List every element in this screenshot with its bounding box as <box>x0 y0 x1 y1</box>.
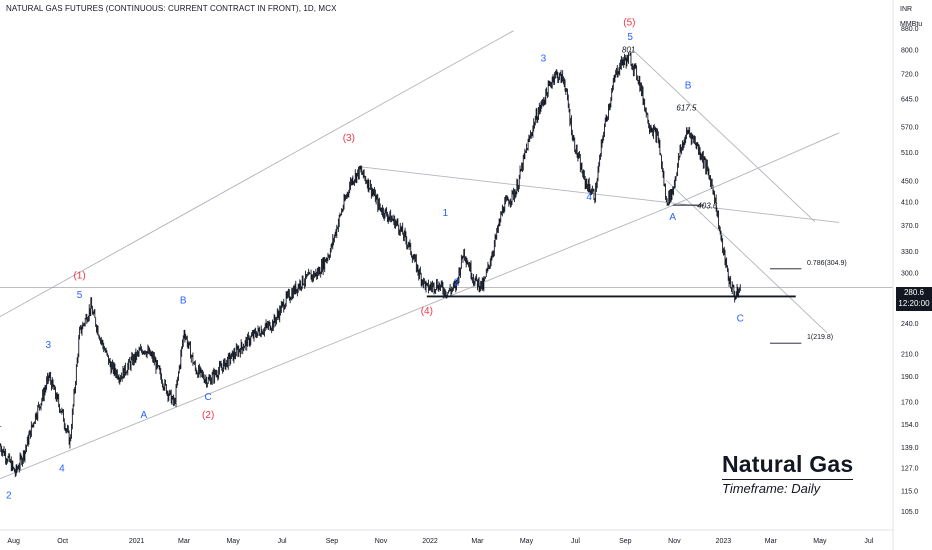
trendline <box>0 30 514 318</box>
y-tick-label: 115.0 <box>901 488 918 495</box>
price-axis[interactable]: INR MMBtu 105.0 115.0 127.0 139.0 154.0 170.0 19… <box>892 0 922 550</box>
y-tick-label: 645.0 <box>901 97 919 104</box>
y-tick-label: 880.0 <box>901 26 919 33</box>
y-tick-label: 800.0 <box>901 48 919 55</box>
x-tick-label: Mar <box>765 538 778 545</box>
wave-label: 4 <box>586 192 592 203</box>
y-tick-label: 410.0 <box>901 200 919 207</box>
y-tick-label: 300.0 <box>901 270 919 277</box>
y-tick-label: 170.0 <box>901 399 919 406</box>
bar-countdown: 12:20:00 <box>898 299 930 308</box>
x-tick-label: Sep <box>326 538 339 545</box>
last-price-tag: 280.6 12:20:00 <box>896 287 932 311</box>
wave-label: C <box>737 313 744 324</box>
wave-label-layer: 1 2 3 4 5 (1) A B C (2) (3) (4) 1 2 3 4 5 (5) A B C <box>0 18 744 502</box>
time-axis[interactable]: Aug Oct 2021 Mar May Jul Sep Nov 2022 Mar May Jul Se… <box>0 529 893 545</box>
y-tick-label: 240.0 <box>901 321 919 328</box>
y-tick-label: 154.0 <box>901 422 919 429</box>
x-tick-label: Jul <box>864 538 873 545</box>
price-annotation: 403.6 <box>697 201 718 210</box>
price-annotation: 617.5 <box>676 104 697 113</box>
x-tick-label: Sep <box>619 538 632 545</box>
unit-label: MMBtu <box>900 21 922 28</box>
wave-label: 5 <box>77 290 83 301</box>
price-annotation: 1(219.8) <box>807 334 833 341</box>
trendline <box>359 166 840 223</box>
y-tick-label: 720.0 <box>901 72 919 79</box>
currency-label: INR <box>900 6 912 13</box>
annotation-layer: 801 617.5 403.6 0.786(304.9) 1(219.8) <box>622 46 847 341</box>
trendline <box>672 132 840 206</box>
price-annotation: 0.786(304.9) <box>807 260 847 267</box>
brand-title: Natural Gas <box>722 451 854 477</box>
wave-label: B <box>685 80 692 91</box>
chart-title: NATURAL GAS FUTURES (CONTINUOUS: CURRENT… <box>6 4 337 13</box>
price-series <box>0 50 741 478</box>
x-tick-label: Mar <box>471 538 484 545</box>
wave-label: 2 <box>6 490 12 501</box>
brand-subtitle: Timeframe: Daily <box>722 479 854 496</box>
trendline <box>0 205 673 480</box>
x-tick-label: Oct <box>57 538 68 545</box>
wave-label: B <box>180 295 187 306</box>
wave-label: (3) <box>343 133 355 144</box>
x-tick-label: 2023 <box>716 538 732 545</box>
level-layer <box>0 204 893 344</box>
x-tick-label: Nov <box>375 538 388 545</box>
x-tick-label: Aug <box>7 538 20 545</box>
y-tick-label: 139.0 <box>901 445 919 452</box>
x-tick-label: May <box>813 538 827 545</box>
x-tick-label: 2021 <box>129 538 145 545</box>
wave-label: 3 <box>45 340 51 351</box>
x-tick-label: May <box>226 538 240 545</box>
wave-label: (4) <box>421 306 433 317</box>
wave-label: 1 <box>0 419 2 430</box>
x-tick-label: Jul <box>278 538 287 545</box>
x-tick-label: 2022 <box>422 538 438 545</box>
y-tick-label: 210.0 <box>901 351 919 358</box>
wave-label: A <box>669 212 676 223</box>
trendline <box>632 49 816 223</box>
wave-label: A <box>141 410 148 421</box>
wave-label: (5) <box>623 18 635 29</box>
wave-label: (1) <box>73 271 85 282</box>
y-tick-label: 570.0 <box>901 125 919 132</box>
y-tick-label: 370.0 <box>901 223 919 230</box>
y-tick-label: 450.0 <box>901 178 919 185</box>
x-tick-label: Mar <box>178 538 191 545</box>
y-tick-label: 127.0 <box>901 466 919 473</box>
x-tick-label: Jul <box>571 538 580 545</box>
price-annotation: 801 <box>622 46 635 55</box>
x-tick-label: May <box>520 538 534 545</box>
wave-label: 2 <box>454 278 460 289</box>
trendline-layer <box>0 30 840 480</box>
y-tick-label: 510.0 <box>901 150 919 157</box>
wave-label: 3 <box>541 53 547 64</box>
wave-label: C <box>205 392 212 403</box>
y-tick-label: 330.0 <box>901 249 919 256</box>
y-tick-label: 190.0 <box>901 374 919 381</box>
brand-caption: Natural Gas Timeframe: Daily <box>722 451 854 496</box>
last-price-value: 280.6 <box>903 288 925 297</box>
wave-label: 4 <box>59 463 65 474</box>
y-tick-label: 105.0 <box>901 509 919 516</box>
trendline <box>666 180 828 334</box>
x-tick-label: Nov <box>668 538 681 545</box>
wave-label: 1 <box>443 208 449 219</box>
wave-label: (2) <box>202 410 214 421</box>
wave-label: 5 <box>627 32 633 43</box>
